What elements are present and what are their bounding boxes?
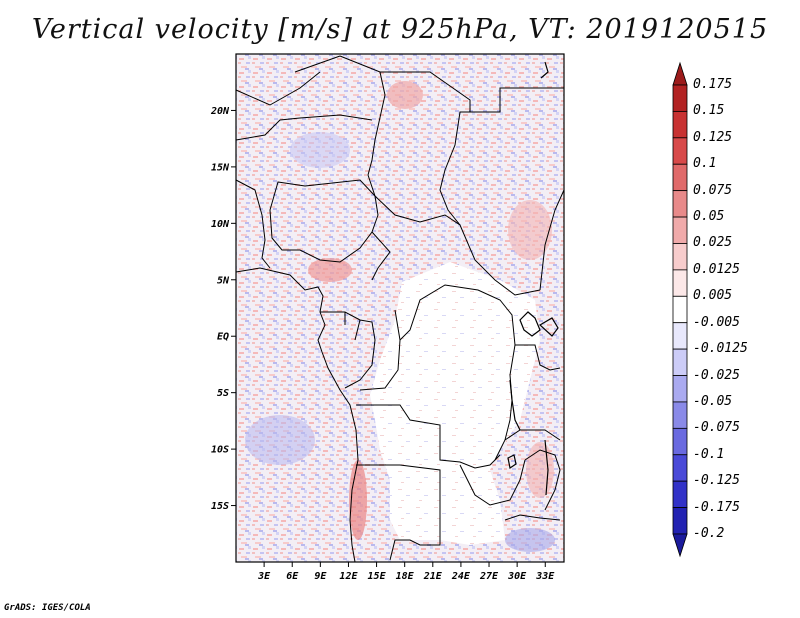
- colorbar-label: 0.125: [693, 129, 733, 145]
- colorbar-label: -0.1: [693, 446, 725, 462]
- lon-tick-label: 15E: [368, 571, 387, 582]
- lon-tick-label: 33E: [535, 571, 555, 582]
- lat-tick-label: 20N: [210, 106, 230, 117]
- lon-tick-label: 27E: [479, 571, 499, 582]
- lon-tick-label: 30E: [507, 571, 527, 582]
- lat-tick-label: 15S: [211, 501, 229, 512]
- colorbar-bin: [672, 480, 688, 508]
- colorbar-label: 0.0125: [693, 261, 740, 277]
- longitude-axis: 3E 6E 9E 12E 15E 18E 21E 24E 27E 30E 33E: [257, 562, 555, 582]
- figure-title: Vertical velocity [m/s] at 925hPa, VT: 2…: [31, 14, 769, 45]
- colorbar-label: -0.05: [693, 393, 733, 409]
- lon-tick-label: 18E: [396, 571, 415, 582]
- lon-tick-label: 21E: [423, 571, 443, 582]
- colorbar-bin: [672, 322, 688, 350]
- downdraft-patch-south: [505, 528, 555, 552]
- colorbar-bin: [672, 427, 688, 456]
- colorbar-label: -0.175: [693, 499, 740, 515]
- latitude-axis: 20N 15N 10N 5N EQ 5S 10S 15S: [210, 106, 236, 512]
- country-borders: [235, 55, 565, 563]
- colorbar-label: 0.025: [693, 235, 733, 251]
- lat-tick-label: EQ: [217, 332, 229, 343]
- colorbar-label: -0.025: [693, 367, 740, 383]
- lat-tick-label: 10N: [211, 219, 230, 230]
- colorbar-bin: [672, 190, 688, 218]
- calm-region-congo: [370, 262, 540, 545]
- lon-tick-label: 24E: [451, 571, 471, 582]
- map-frame: [235, 53, 565, 563]
- colorbar-label: 0.005: [693, 288, 733, 304]
- colorbar-bin: [672, 137, 688, 165]
- colorbar-label: -0.0125: [693, 341, 748, 357]
- downdraft-patch-atlantic: [245, 415, 315, 465]
- colorbar-bin: [672, 295, 688, 324]
- colorbar-label: 0.075: [693, 182, 733, 198]
- colorbar-label: -0.005: [693, 314, 740, 330]
- lon-tick-label: 3E: [257, 571, 271, 582]
- colorbar: [672, 61, 688, 558]
- colorbar-bin: [672, 216, 688, 244]
- lakes: [507, 61, 559, 496]
- colorbar-bin: [672, 348, 688, 376]
- colorbar-label: 0.175: [693, 77, 733, 92]
- lat-tick-label: 10S: [211, 445, 229, 456]
- lat-tick-label: 5N: [217, 275, 230, 286]
- colorbar-bottom-triangle: [672, 533, 688, 558]
- colorbar-bin: [672, 375, 688, 403]
- colorbar-bin: [672, 163, 688, 192]
- colorbar-bin: [672, 111, 688, 139]
- colorbar-bin: [672, 269, 688, 297]
- lon-tick-label: 9E: [314, 571, 327, 582]
- colorbar-top-triangle: [672, 61, 688, 86]
- lon-tick-label: 12E: [339, 571, 358, 582]
- downdraft-patch-sahel: [290, 132, 350, 168]
- colorbar-label: -0.125: [693, 473, 740, 489]
- map-plot-area: [235, 54, 565, 563]
- colorbar-label: 0.05: [693, 209, 725, 225]
- grads-credit: GrADS: IGES/COLA: [4, 603, 91, 613]
- lon-tick-label: 6E: [286, 571, 299, 582]
- updraft-patch-gulf-of-guinea: [308, 258, 352, 282]
- lat-tick-label: 5S: [217, 388, 229, 399]
- lat-tick-label: 15N: [211, 162, 230, 173]
- colorbar-bin: [672, 84, 688, 112]
- colorbar-bin: [672, 243, 688, 271]
- colorbar-label: 0.1: [693, 156, 717, 172]
- colorbar-bin: [672, 507, 688, 535]
- colorbar-label: -0.2: [693, 526, 725, 541]
- updraft-patch-horn: [508, 200, 552, 260]
- colorbar-bin: [672, 454, 688, 482]
- colorbar-label: 0.15: [693, 103, 725, 119]
- colorbar-label: -0.075: [693, 420, 740, 436]
- colorbar-bin: [672, 401, 688, 429]
- updraft-patch-sahara: [387, 81, 423, 109]
